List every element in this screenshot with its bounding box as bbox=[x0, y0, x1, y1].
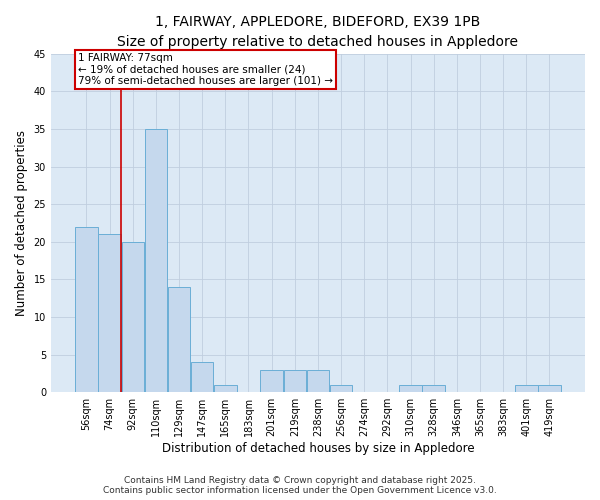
Bar bbox=[214, 384, 236, 392]
X-axis label: Distribution of detached houses by size in Appledore: Distribution of detached houses by size … bbox=[161, 442, 474, 455]
Bar bbox=[75, 227, 98, 392]
Title: 1, FAIRWAY, APPLEDORE, BIDEFORD, EX39 1PB
Size of property relative to detached : 1, FAIRWAY, APPLEDORE, BIDEFORD, EX39 1P… bbox=[118, 15, 518, 48]
Text: 1 FAIRWAY: 77sqm
← 19% of detached houses are smaller (24)
79% of semi-detached : 1 FAIRWAY: 77sqm ← 19% of detached house… bbox=[79, 53, 334, 86]
Bar bbox=[284, 370, 306, 392]
Bar bbox=[145, 129, 167, 392]
Bar bbox=[330, 384, 352, 392]
Bar bbox=[191, 362, 214, 392]
Bar bbox=[538, 384, 561, 392]
Bar bbox=[515, 384, 538, 392]
Bar bbox=[422, 384, 445, 392]
Bar bbox=[307, 370, 329, 392]
Bar bbox=[168, 287, 190, 392]
Text: Contains HM Land Registry data © Crown copyright and database right 2025.
Contai: Contains HM Land Registry data © Crown c… bbox=[103, 476, 497, 495]
Bar bbox=[260, 370, 283, 392]
Bar bbox=[400, 384, 422, 392]
Bar bbox=[122, 242, 144, 392]
Bar bbox=[98, 234, 121, 392]
Y-axis label: Number of detached properties: Number of detached properties bbox=[15, 130, 28, 316]
